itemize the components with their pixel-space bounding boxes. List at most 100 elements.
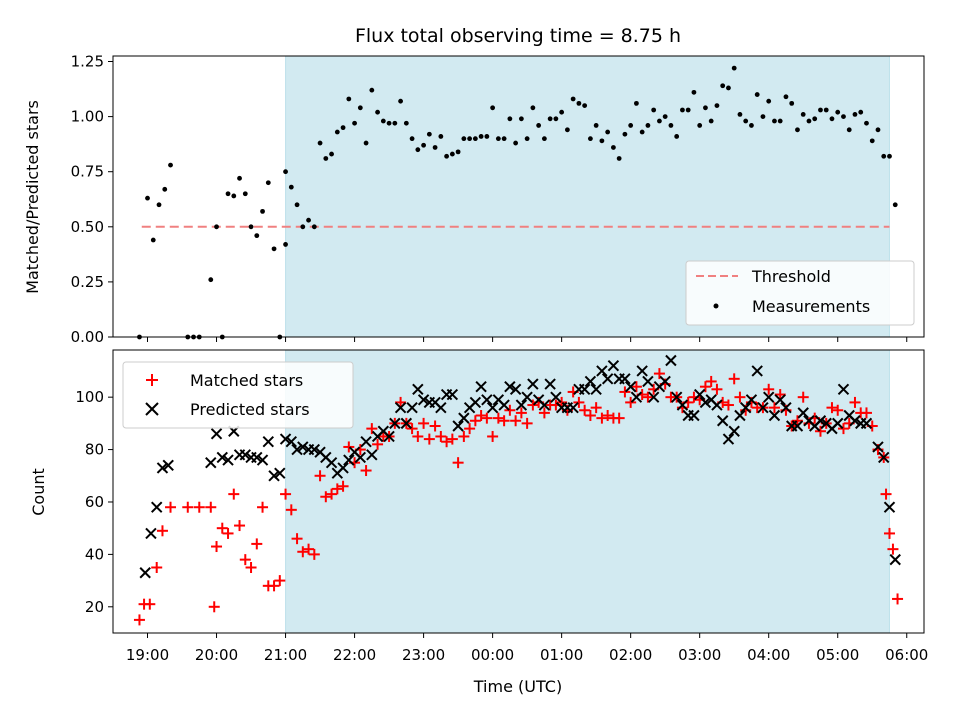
predicted-star-point	[665, 354, 677, 367]
measurement-point	[846, 127, 852, 133]
top-y-axis-label: Matched/Predicted stars	[23, 100, 42, 294]
measurement-point	[168, 162, 173, 168]
measurement-point	[288, 184, 294, 190]
measurement-point	[380, 118, 386, 124]
measurement-point	[352, 120, 357, 126]
predicted-star-point	[406, 401, 418, 414]
predicted-star-point	[498, 399, 510, 411]
predicted-star-point	[156, 462, 169, 474]
matched-star-point	[239, 554, 251, 566]
matched-star-point	[590, 402, 602, 414]
predicted-star-point	[814, 415, 827, 427]
matched-star-point	[458, 430, 470, 442]
measurement-point	[818, 107, 823, 113]
top-ytick-label: 0.25	[71, 273, 104, 291]
matched-star-point	[211, 541, 223, 553]
measurement-point	[576, 100, 582, 106]
predicted-star-point	[619, 373, 631, 385]
measurement-point	[835, 109, 841, 115]
xtick-label: 20:00	[195, 646, 238, 664]
predicted-star-point	[849, 415, 861, 427]
matched-star-point	[165, 501, 177, 513]
measurement-point	[340, 125, 346, 131]
matched-star-point	[343, 441, 355, 453]
measurement-point	[311, 224, 317, 230]
measurement-point	[547, 116, 553, 122]
predicted-star-point	[486, 401, 499, 414]
matched-star-point	[504, 404, 516, 416]
bottom-ytick-label: 80	[85, 441, 104, 459]
measurement-point	[875, 127, 881, 133]
legend-predicted-swatch	[145, 402, 159, 416]
predicted-star-point	[394, 401, 407, 414]
measurement-point	[162, 186, 168, 192]
measurement-point	[346, 96, 352, 102]
measurement-point	[248, 224, 254, 230]
predicted-star-point	[262, 436, 275, 448]
measurement-point	[536, 123, 542, 128]
measurement-point	[657, 118, 662, 124]
measurement-point	[639, 129, 645, 135]
matched-star-point	[527, 399, 539, 411]
measurement-point	[145, 195, 150, 201]
measurement-point	[294, 202, 300, 208]
matched-star-point	[464, 423, 476, 435]
measurement-point	[300, 224, 306, 230]
predicted-star-point	[642, 375, 654, 388]
predicted-star-point	[550, 391, 562, 403]
predicted-star-point	[527, 378, 539, 390]
measurement-point	[242, 191, 248, 197]
matched-star-point	[326, 488, 338, 500]
matched-star-point	[722, 399, 734, 411]
predicted-star-point	[578, 383, 591, 396]
measurement-point	[858, 109, 864, 115]
matched-star-point	[826, 402, 838, 414]
measurement-point	[743, 118, 749, 124]
matched-star-point	[837, 423, 849, 435]
matched-star-point	[625, 396, 637, 408]
bottom-y-axis-label: Count	[29, 468, 48, 516]
predicted-star-point	[872, 441, 884, 453]
predicted-star-point	[728, 425, 740, 437]
top-ytick-label: 1.00	[71, 108, 104, 126]
matched-star-point	[481, 412, 493, 424]
matched-star-point	[268, 580, 280, 592]
matched-star-point	[285, 504, 297, 516]
measurement-point	[881, 153, 887, 159]
predicted-star-point	[256, 454, 269, 466]
matched-star-point	[763, 383, 775, 395]
measurement-point	[674, 134, 680, 139]
predicted-star-point	[584, 375, 597, 388]
measurement-point	[593, 123, 599, 128]
measurement-point	[484, 134, 490, 139]
top-legend-box	[685, 260, 915, 326]
measurement-point	[495, 136, 501, 142]
legend-matched-label: Matched stars	[190, 371, 303, 390]
predicted-star-point	[308, 443, 321, 456]
predicted-star-point	[337, 462, 349, 474]
measurement-point	[225, 191, 231, 197]
matched-star-point	[797, 391, 809, 403]
matched-star-point	[205, 501, 217, 513]
measurement-point	[582, 103, 588, 108]
measurement-point	[731, 65, 737, 71]
matched-star-point	[521, 417, 533, 429]
legend-predicted-label: Predicted stars	[190, 400, 310, 419]
measurement-point	[651, 107, 657, 113]
measurement-point	[271, 246, 277, 252]
matched-star-point	[498, 415, 510, 427]
measurement-point	[605, 129, 611, 135]
measurement-point	[829, 116, 835, 122]
xtick-label: 04:00	[747, 646, 790, 664]
matched-star-point	[573, 396, 585, 408]
matched-star-point	[280, 488, 292, 500]
predicted-star-point	[435, 401, 447, 414]
predicted-star-point	[274, 467, 286, 479]
matched-star-point	[538, 407, 550, 419]
predicted-star-point	[647, 391, 660, 403]
top-x-axis-ticks	[147, 337, 908, 342]
xtick-label: 21:00	[264, 646, 307, 664]
xtick-label: 05:00	[816, 646, 859, 664]
measurement-point	[852, 112, 858, 117]
matched-star-point	[423, 433, 435, 445]
